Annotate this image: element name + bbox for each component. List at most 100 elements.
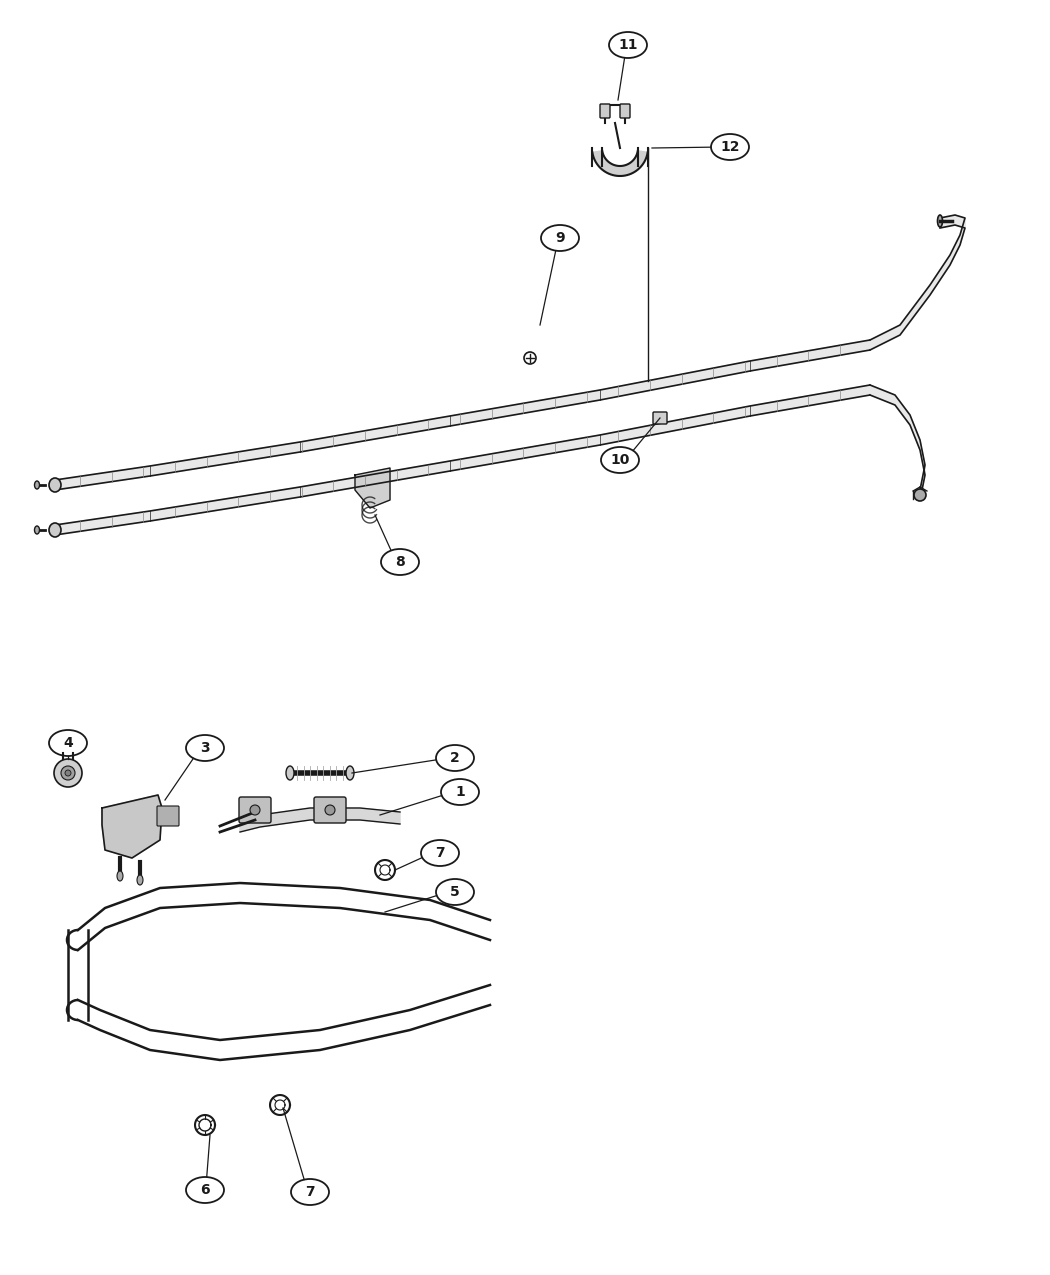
Ellipse shape [938, 215, 943, 227]
Text: 4: 4 [63, 736, 72, 750]
Text: 3: 3 [201, 741, 210, 755]
Polygon shape [55, 465, 150, 490]
Ellipse shape [49, 478, 61, 492]
Polygon shape [611, 164, 615, 175]
Polygon shape [600, 161, 608, 168]
Polygon shape [593, 153, 604, 158]
FancyBboxPatch shape [600, 105, 610, 119]
Text: 10: 10 [610, 453, 630, 467]
Polygon shape [635, 156, 646, 162]
Polygon shape [750, 385, 870, 416]
Polygon shape [870, 325, 900, 351]
Text: 11: 11 [618, 38, 637, 52]
Polygon shape [450, 435, 600, 470]
Polygon shape [930, 255, 950, 295]
Polygon shape [617, 166, 620, 176]
Polygon shape [631, 161, 639, 170]
Circle shape [250, 805, 260, 815]
Polygon shape [630, 162, 637, 171]
Polygon shape [102, 796, 162, 858]
Ellipse shape [136, 875, 143, 885]
Polygon shape [622, 166, 625, 176]
Polygon shape [636, 153, 647, 158]
Ellipse shape [35, 481, 40, 490]
Text: 1: 1 [455, 785, 465, 799]
Polygon shape [594, 154, 604, 161]
Text: 9: 9 [555, 231, 565, 245]
Ellipse shape [346, 766, 354, 780]
Polygon shape [601, 161, 609, 170]
Ellipse shape [49, 523, 61, 537]
Circle shape [326, 805, 335, 815]
Polygon shape [895, 395, 910, 425]
Polygon shape [595, 157, 605, 163]
Polygon shape [634, 158, 644, 166]
Polygon shape [596, 158, 606, 166]
Text: 6: 6 [201, 1183, 210, 1197]
Polygon shape [624, 166, 627, 176]
Polygon shape [594, 156, 605, 162]
Polygon shape [450, 390, 600, 426]
Polygon shape [621, 166, 623, 176]
Polygon shape [150, 442, 300, 476]
FancyBboxPatch shape [158, 806, 179, 826]
Polygon shape [629, 163, 636, 172]
Circle shape [54, 759, 82, 787]
Polygon shape [615, 166, 618, 176]
Ellipse shape [286, 766, 294, 780]
Polygon shape [632, 161, 640, 168]
Polygon shape [603, 162, 610, 171]
Polygon shape [240, 808, 400, 833]
Polygon shape [593, 152, 603, 157]
Polygon shape [627, 164, 633, 173]
Polygon shape [950, 235, 960, 265]
Polygon shape [625, 164, 629, 175]
Text: 2: 2 [450, 751, 460, 765]
Polygon shape [613, 166, 616, 176]
Polygon shape [150, 487, 300, 521]
Text: 12: 12 [720, 140, 740, 154]
Text: 7: 7 [306, 1184, 315, 1198]
Polygon shape [636, 154, 646, 161]
Polygon shape [900, 286, 930, 335]
Polygon shape [592, 150, 603, 154]
Polygon shape [597, 159, 607, 167]
Text: 7: 7 [435, 847, 445, 861]
Polygon shape [750, 340, 870, 371]
Polygon shape [300, 462, 450, 497]
Polygon shape [635, 157, 645, 163]
Polygon shape [940, 215, 956, 228]
Polygon shape [607, 164, 613, 173]
FancyBboxPatch shape [314, 797, 346, 822]
Polygon shape [960, 218, 965, 245]
Polygon shape [628, 163, 634, 173]
Text: 5: 5 [450, 885, 460, 899]
Circle shape [65, 770, 71, 776]
Polygon shape [920, 465, 925, 500]
Ellipse shape [35, 527, 40, 534]
Ellipse shape [914, 490, 926, 501]
Polygon shape [920, 440, 925, 476]
Ellipse shape [117, 871, 123, 881]
Polygon shape [637, 152, 647, 157]
Polygon shape [626, 164, 631, 175]
Polygon shape [55, 511, 150, 536]
Circle shape [61, 766, 75, 780]
Polygon shape [620, 166, 621, 176]
FancyBboxPatch shape [239, 797, 271, 822]
Polygon shape [604, 163, 611, 172]
Text: 8: 8 [395, 555, 405, 569]
Polygon shape [910, 414, 920, 450]
Polygon shape [606, 163, 612, 173]
Polygon shape [300, 416, 450, 453]
FancyBboxPatch shape [620, 105, 630, 119]
Polygon shape [956, 215, 965, 228]
Polygon shape [633, 159, 642, 167]
Polygon shape [870, 385, 895, 405]
Polygon shape [609, 164, 614, 175]
Polygon shape [637, 150, 648, 154]
FancyBboxPatch shape [653, 412, 667, 425]
Polygon shape [355, 468, 390, 507]
Polygon shape [600, 405, 750, 445]
Polygon shape [600, 361, 750, 400]
